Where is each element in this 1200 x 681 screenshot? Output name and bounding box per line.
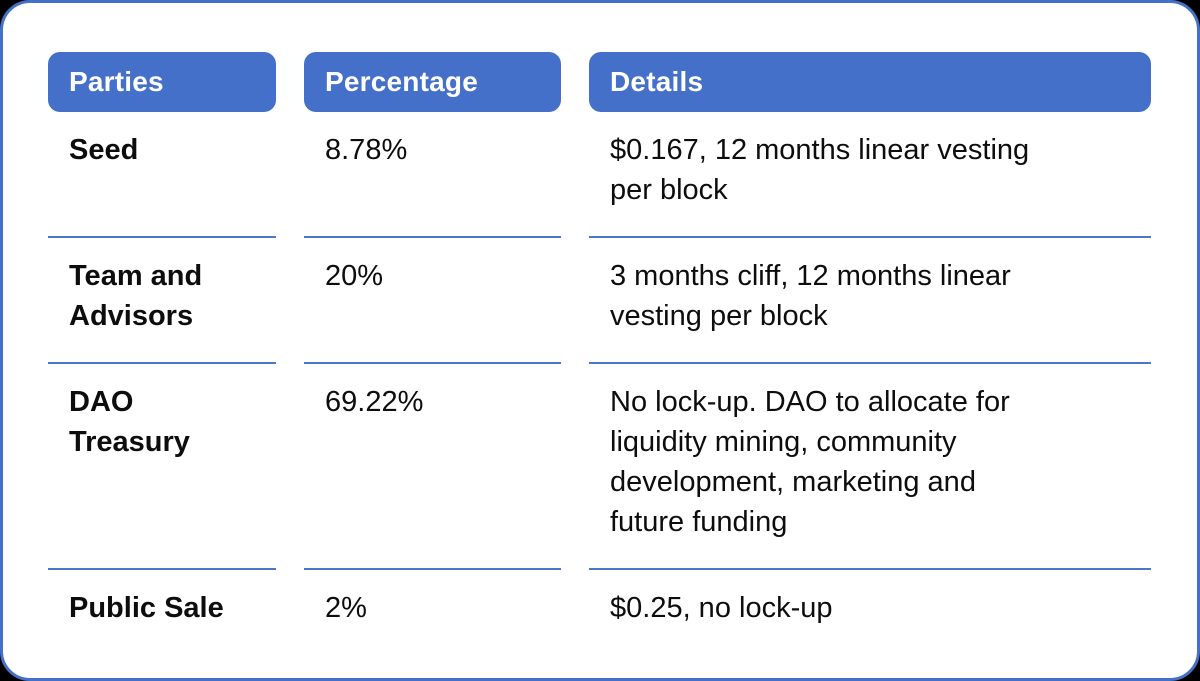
column-header-parties: Parties	[48, 52, 276, 112]
percentage-cell: 2%	[304, 568, 561, 654]
details-cell: 3 months cliff, 12 months linear vesting…	[589, 236, 1151, 362]
party-cell: DAO Treasury	[48, 362, 276, 568]
column-header-details: Details	[589, 52, 1151, 112]
details-cell: $0.167, 12 months linear vesting per blo…	[610, 134, 1030, 206]
percentage-cell: 8.78%	[325, 134, 408, 166]
party-cell: Team and Advisors	[48, 236, 276, 362]
party-cell: Public Sale	[48, 568, 276, 654]
token-allocation-table: Parties Percentage Details Seed 8.78% $0…	[48, 52, 1197, 654]
details-cell: No lock-up. DAO to allocate for liquidit…	[589, 362, 1151, 568]
party-cell: Seed	[69, 134, 139, 166]
details-cell: $0.25, no lock-up	[589, 568, 1151, 654]
column-header-percentage: Percentage	[304, 52, 561, 112]
percentage-cell: 69.22%	[304, 362, 561, 568]
percentage-cell: 20%	[304, 236, 561, 362]
